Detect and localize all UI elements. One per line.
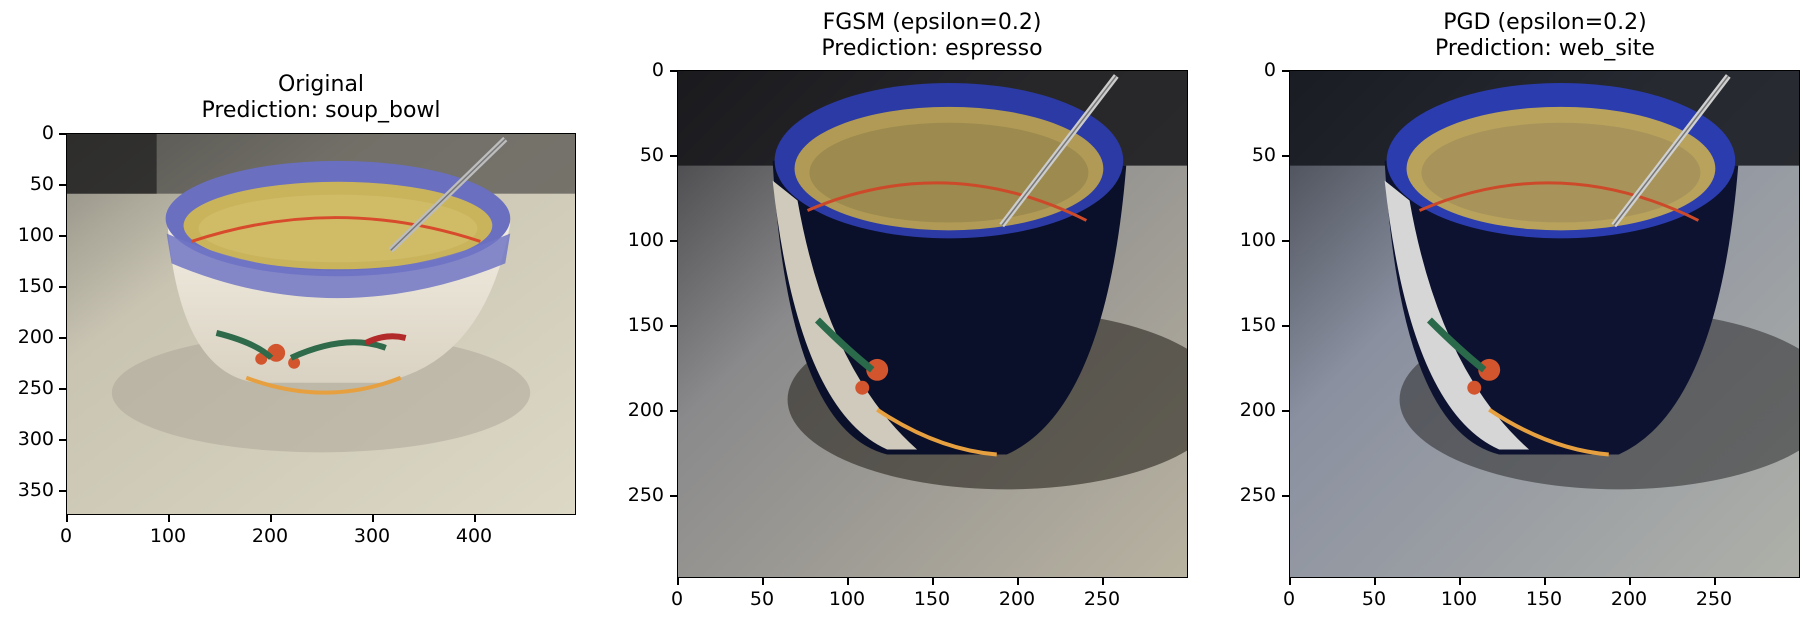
ytick: 50 xyxy=(29,173,54,195)
image-original xyxy=(66,133,576,515)
ytick: 150 xyxy=(1239,314,1276,336)
xtick: 300 xyxy=(353,525,391,547)
image-fgsm xyxy=(677,70,1188,578)
xtick: 0 xyxy=(670,588,684,610)
ytick: 50 xyxy=(1251,144,1276,166)
title-line2: Prediction: soup_bowl xyxy=(201,98,441,123)
xtick: 50 xyxy=(1361,588,1387,610)
ytick: 100 xyxy=(17,224,54,246)
ytick: 50 xyxy=(639,144,664,166)
ytick: 300 xyxy=(17,428,54,450)
ytick: 150 xyxy=(627,314,664,336)
xtick: 100 xyxy=(149,525,187,547)
title-line1: Original xyxy=(277,72,365,97)
xtick: 0 xyxy=(1282,588,1296,610)
xtick: 200 xyxy=(251,525,289,547)
ytick: 200 xyxy=(1239,399,1276,421)
ytick: 150 xyxy=(17,275,54,297)
title-line1: FGSM (epsilon=0.2) xyxy=(822,10,1042,35)
ytick: 250 xyxy=(1239,484,1276,506)
xtick: 150 xyxy=(1525,588,1563,610)
title-line2: Prediction: web_site xyxy=(1435,36,1655,61)
title-line2: Prediction: espresso xyxy=(821,36,1043,61)
ytick: 250 xyxy=(627,484,664,506)
ytick: 250 xyxy=(17,377,54,399)
ytick: 0 xyxy=(651,59,664,81)
xtick: 100 xyxy=(1440,588,1478,610)
ytick: 200 xyxy=(17,326,54,348)
ytick: 0 xyxy=(41,122,54,144)
xtick: 200 xyxy=(1610,588,1648,610)
title-line1: PGD (epsilon=0.2) xyxy=(1443,10,1647,35)
xtick: 0 xyxy=(59,525,73,547)
xtick: 400 xyxy=(455,525,493,547)
ytick: 350 xyxy=(17,479,54,501)
image-pgd xyxy=(1289,70,1800,578)
ytick: 0 xyxy=(1263,59,1276,81)
xtick: 150 xyxy=(913,588,951,610)
ytick: 100 xyxy=(1239,229,1276,251)
ytick: 200 xyxy=(627,399,664,421)
xtick: 250 xyxy=(1083,588,1121,610)
xtick: 50 xyxy=(749,588,775,610)
xtick: 100 xyxy=(828,588,866,610)
panel-title-pgd: PGD (epsilon=0.2) Prediction: web_site xyxy=(1385,10,1705,62)
ytick: 100 xyxy=(627,229,664,251)
panel-title-original: Original Prediction: soup_bowl xyxy=(187,72,455,124)
xtick: 200 xyxy=(998,588,1036,610)
xtick: 250 xyxy=(1695,588,1733,610)
panel-title-fgsm: FGSM (epsilon=0.2) Prediction: espresso xyxy=(762,10,1102,62)
